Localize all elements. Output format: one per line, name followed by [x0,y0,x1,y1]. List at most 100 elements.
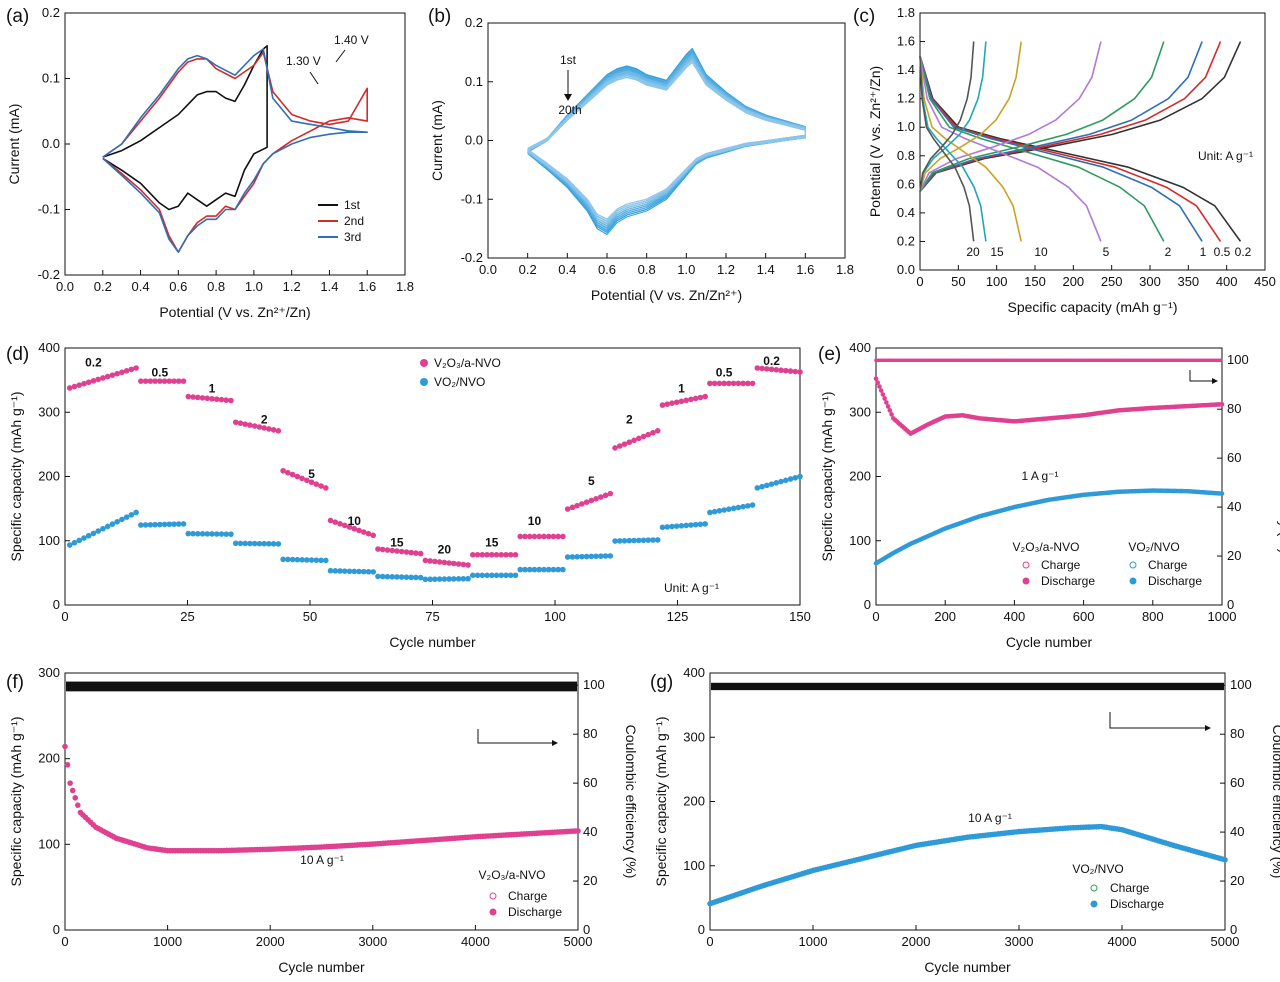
cycle-point [607,553,614,559]
cycle-point [526,533,533,540]
x-tick-label: 0.0 [479,262,497,277]
discharge-curve-2 [919,55,1165,242]
cycle-point [782,367,789,374]
cycle-point [778,478,784,485]
cycle-point [389,574,395,580]
cycle-point [697,394,704,401]
panel-label: (d) [6,344,29,365]
rate-label-1: 1 [1200,245,1207,259]
y2-tick-label: 60 [583,775,597,790]
x-tick-label: 0 [61,934,68,949]
cycle-point [119,516,125,523]
cycle-point [640,537,647,544]
cycle-point [294,473,301,480]
cycle-point [365,530,372,537]
cycle-point [313,481,320,487]
cycle-point [512,572,519,579]
cycle-point [251,423,258,429]
cycle-point [351,525,358,532]
cycle-point [1222,856,1228,863]
cycle-point [138,522,144,528]
x-tick-label: 125 [667,609,689,624]
cycle-point [304,477,310,484]
cycle-point [294,556,301,563]
cycle-point [688,522,694,528]
panel-label: (e) [818,344,841,365]
y2-tick-label: 0 [1227,597,1234,612]
y-tick-label: 1.0 [897,119,915,134]
rate-label: 0.2 [85,355,102,369]
cycle-point [209,395,215,402]
cv-cycle [527,61,806,220]
cycle-point [455,561,462,567]
charge-curve-0.5 [919,41,1222,193]
cycle-point [560,566,566,573]
cycle-point [190,530,196,537]
cycle-point [427,558,433,564]
y-tick-label: 0.2 [465,15,483,30]
cycle-point [531,566,538,573]
cycle-point [664,401,671,407]
cycle-point [550,533,557,540]
y-tick-label: 100 [38,533,60,548]
x-axis-label: Specific capacity (mAh g⁻¹) [1008,299,1178,315]
y-tick-label: 300 [683,729,705,744]
cycle-point [645,431,652,438]
y-tick-label: 0 [53,597,60,612]
cycle-point [413,574,419,581]
cycle-point [142,378,149,384]
x-tick-label: 1.8 [396,279,414,294]
cv-cycle [527,50,806,229]
cycle-point [621,441,628,447]
cycle-point [147,378,154,384]
y-axis-label: Specific capacity (mAh g⁻¹) [8,717,24,887]
cycle-point [882,396,887,401]
legend-charge: Charge [1148,558,1188,572]
cycle-point [237,540,244,547]
legend-marker [420,378,428,386]
legend-marker-discharge [1090,900,1098,908]
x-tick-label: 1.6 [796,262,814,277]
x-tick-label: 1.4 [320,279,338,294]
x-tick-label: 1.6 [358,279,376,294]
cycle-point [81,535,87,541]
y-axis-label: Current (mA) [429,100,445,181]
cycle-point [261,425,267,431]
cycle-point [759,365,765,372]
cycle-point [697,521,704,528]
cycle-point [536,533,542,540]
cycle-point [484,551,490,558]
plot-frame [487,22,846,259]
cycle-point [745,503,751,509]
cycle-point [560,533,566,540]
cycle-point [683,397,689,404]
cycle-point [318,483,324,489]
rate-label: 10 A g⁻¹ [300,853,344,867]
cycle-point [531,533,538,540]
x-tick-label: 50 [951,274,965,289]
cycle-point [773,366,780,373]
cycle-point [880,392,886,397]
cycle-point [583,499,590,506]
legend-marker-charge [1022,561,1030,569]
cycle-point [740,503,746,510]
cycle-point [470,551,476,558]
discharge-curve-0.2 [919,55,1242,242]
cycle-point [764,366,770,372]
y-tick-label: 0 [864,597,871,612]
y-tick-label: 0.4 [897,205,915,220]
cycle-point [488,551,495,558]
x-tick-label: 0 [872,609,879,624]
cycle-point [104,373,111,380]
cycle-point [659,402,666,408]
cycle-point [460,561,467,568]
legend-discharge: Discharge [1041,574,1095,588]
x-tick-label: 25 [180,609,194,624]
rate-label: 2 [626,412,633,426]
x-tick-label: 0.0 [56,279,74,294]
cycle-point [754,485,761,491]
cycle-point [422,557,429,564]
cycle-point [588,497,595,504]
x-tick-label: 400 [1216,274,1238,289]
cycle-point [631,537,637,544]
